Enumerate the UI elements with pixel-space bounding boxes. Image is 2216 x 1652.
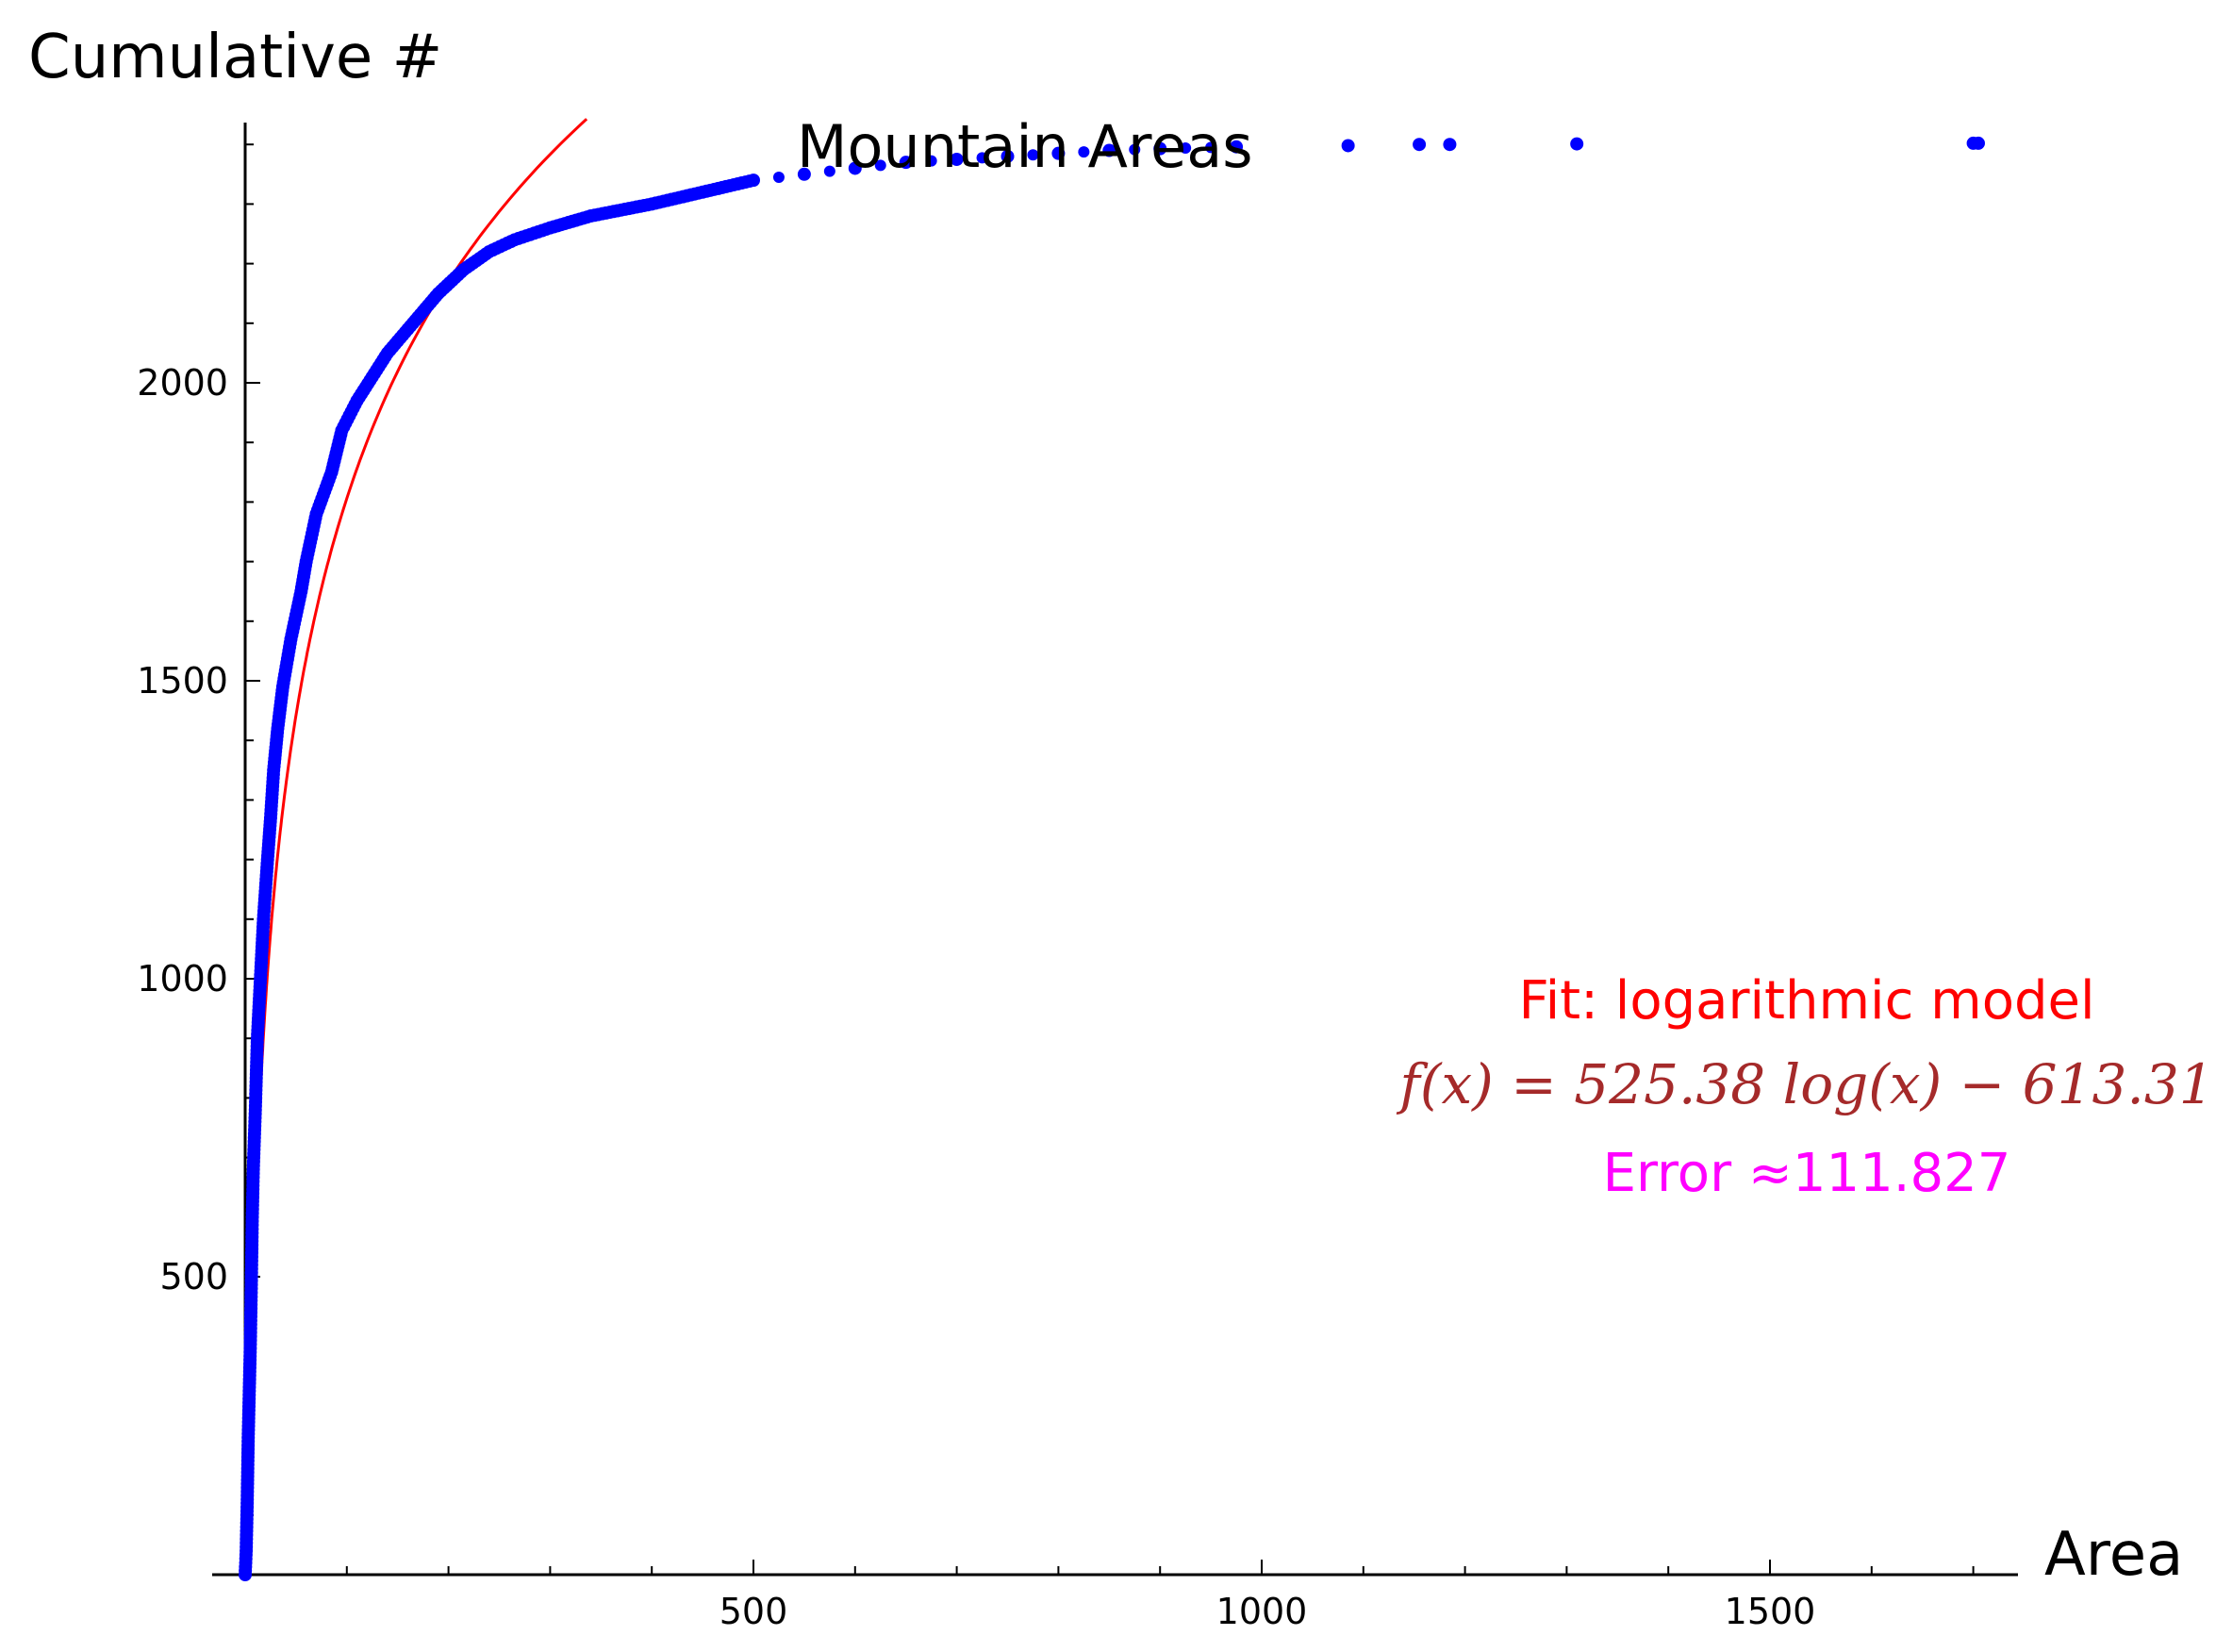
- data-point: [1153, 141, 1167, 156]
- fit-formula: f(x) = 525.38 log(x) − 613.31: [1396, 1052, 2213, 1116]
- data-point: [747, 173, 760, 188]
- data-point: [823, 165, 835, 177]
- data-point: [1051, 146, 1066, 160]
- axes: 500 1000 1500 500 1000 1500 2000: [137, 123, 2018, 1632]
- data-point: [1443, 138, 1457, 152]
- data-point: [772, 171, 785, 183]
- y-tick-label: 2000: [137, 362, 228, 404]
- y-tick-label: 1500: [137, 660, 228, 702]
- data-point: [1205, 141, 1217, 154]
- x-tick-label: 500: [719, 1591, 788, 1632]
- data-point: [950, 153, 964, 166]
- data-point: [848, 161, 862, 175]
- data-point: [1341, 139, 1355, 153]
- x-axis-title: Area: [2044, 1520, 2183, 1590]
- data-point: [1570, 137, 1584, 151]
- y-axis-title: Cumulative #: [28, 23, 442, 92]
- data-point: [1413, 138, 1427, 152]
- data-point: [1078, 146, 1090, 158]
- y-tick-label: 500: [159, 1256, 228, 1297]
- fit-curve: [246, 118, 588, 1577]
- data-point: [976, 152, 988, 164]
- x-tick-label: 1500: [1725, 1591, 1816, 1632]
- data-point: [1971, 136, 1985, 150]
- data-point: [1230, 140, 1244, 154]
- fit-error: Error ≈111.827: [1603, 1143, 2011, 1204]
- data-point: [874, 159, 886, 172]
- data-point: [1180, 141, 1192, 154]
- data-point: [1001, 149, 1015, 163]
- fit-title: Fit: logarithmic model: [1518, 970, 2094, 1032]
- x-tick-label: 1000: [1216, 1591, 1308, 1632]
- data-point: [797, 167, 811, 181]
- chart-title: Mountain Areas: [797, 112, 1253, 181]
- data-point: [925, 155, 937, 167]
- y-tick-label: 1000: [137, 958, 228, 999]
- points-layer: [239, 136, 1985, 1581]
- data-point: [1102, 143, 1116, 157]
- data-point: [1027, 149, 1039, 161]
- data-point: [1129, 143, 1141, 156]
- fit-layer: [246, 118, 588, 1577]
- data-point: [899, 156, 913, 170]
